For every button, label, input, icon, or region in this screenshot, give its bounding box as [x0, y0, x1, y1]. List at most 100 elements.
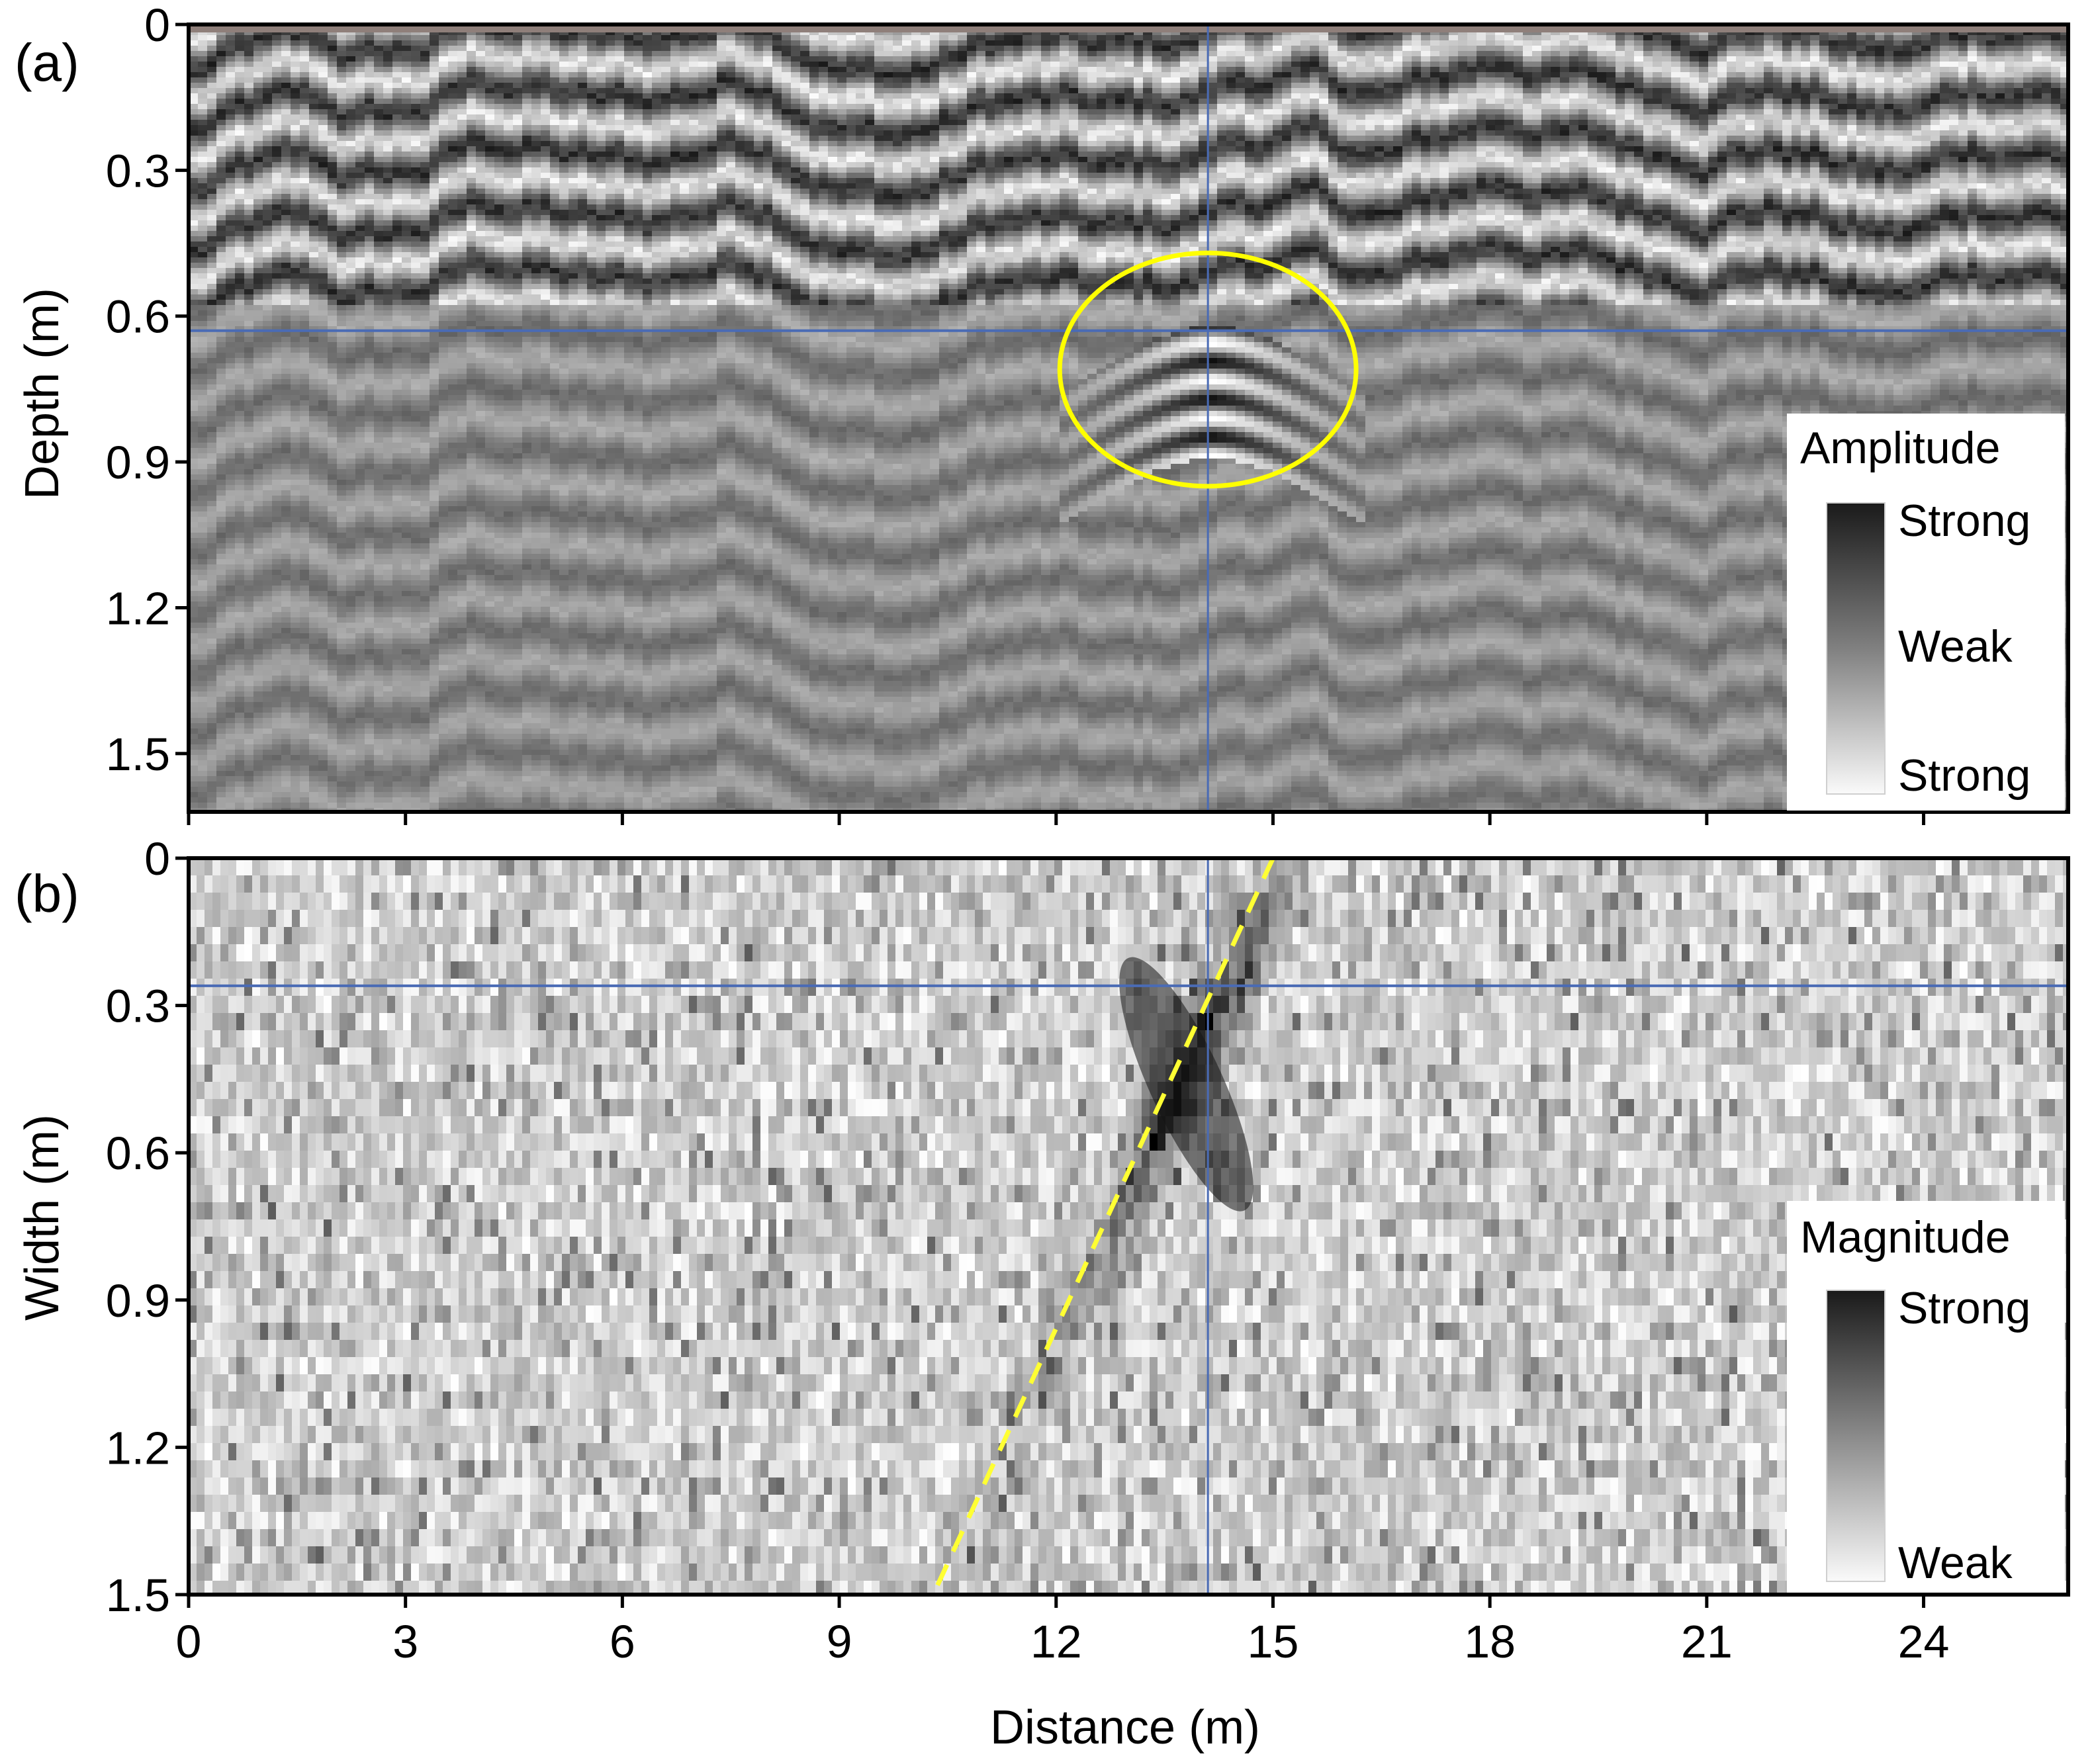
radargram-cell	[652, 51, 662, 57]
radargram-cell	[707, 51, 717, 57]
radargram-cell	[291, 35, 300, 41]
radargram-cell	[1106, 56, 1116, 62]
radargram-cell	[1690, 51, 1700, 57]
radargram-cell	[1514, 46, 1524, 52]
radargram-cell	[1412, 40, 1422, 46]
radargram-cell	[522, 51, 532, 57]
radargram-cell	[1217, 56, 1227, 62]
radargram-cell	[457, 40, 467, 46]
radargram-cell	[1792, 56, 1801, 62]
radargram-cell	[939, 40, 949, 46]
radargram-cell	[1754, 40, 1764, 46]
radargram-cell	[1671, 56, 1681, 62]
radargram-cell	[263, 46, 273, 52]
radargram-cell	[745, 46, 754, 52]
radargram-cell	[1569, 40, 1579, 46]
radargram-cell	[1106, 46, 1116, 52]
radargram-cell	[253, 46, 263, 52]
radargram-cell	[485, 46, 495, 52]
radargram-cell	[1023, 46, 1032, 52]
radargram-cell	[467, 40, 477, 46]
radargram-cell	[606, 51, 615, 57]
radargram-cell	[1208, 35, 1218, 41]
radargram-cell	[1968, 40, 1978, 46]
radargram-cell	[1690, 40, 1700, 46]
radargram-cell	[1634, 46, 1644, 52]
radargram-cell	[1792, 35, 1801, 41]
radargram-cell	[1597, 46, 1607, 52]
radargram-cell	[1263, 56, 1273, 62]
radargram-cell	[1662, 56, 1672, 62]
radargram-cell	[587, 51, 597, 57]
radargram-cell	[1208, 46, 1218, 52]
radargram-cell	[1319, 51, 1329, 57]
radargram-cell	[513, 46, 523, 52]
radargram-cell	[1634, 40, 1644, 46]
radargram-cell	[216, 51, 226, 57]
radargram-cell	[559, 40, 569, 46]
radargram-cell	[1745, 40, 1755, 46]
radargram-cell	[346, 35, 356, 41]
radargram-cell	[467, 35, 477, 41]
radargram-cell	[717, 51, 727, 57]
radargram-cell	[1023, 35, 1032, 41]
radargram-cell	[1680, 51, 1690, 57]
radargram-cell	[1449, 35, 1459, 41]
radargram-cell	[291, 46, 300, 52]
radargram-cell	[1903, 46, 1913, 52]
radargram-cell	[263, 35, 273, 41]
radargram-cell	[2042, 46, 2052, 52]
radargram-cell	[606, 46, 615, 52]
radargram-cell	[1754, 46, 1764, 52]
radargram-cell	[1300, 40, 1310, 46]
radargram-cell	[1569, 51, 1579, 57]
radargram-cell	[2014, 56, 2024, 62]
radargram-cell	[1588, 51, 1598, 57]
radargram-cell	[1690, 35, 1700, 41]
radargram-cell	[745, 35, 754, 41]
radargram-cell	[1189, 51, 1199, 57]
radargram-cell	[2042, 51, 2052, 57]
radargram-cell	[1717, 40, 1727, 46]
radargram-cell	[874, 56, 884, 62]
radargram-cell	[1060, 51, 1070, 57]
radargram-cell	[550, 35, 560, 41]
radargram-cell	[226, 40, 236, 46]
radargram-cell	[1884, 35, 1894, 41]
radargram-cell	[884, 35, 893, 41]
radargram-cell	[1208, 40, 1218, 46]
radargram-cell	[1810, 46, 1820, 52]
radargram-cell	[1541, 40, 1551, 46]
radargram-cell	[1597, 56, 1607, 62]
radargram-cell	[281, 56, 291, 62]
radargram-cell	[921, 56, 931, 62]
radargram-cell	[216, 35, 226, 41]
radargram-cell	[958, 46, 968, 52]
radargram-cell	[263, 51, 273, 57]
radargram-cell	[1384, 56, 1394, 62]
panel-a: 00.30.60.91.21.5 (a) Depth (m) Amplitude…	[15, 0, 2070, 825]
radargram-cell	[1560, 51, 1570, 57]
radargram-cell	[735, 40, 745, 46]
radargram-cell	[457, 51, 467, 57]
radargram-cell	[1504, 40, 1514, 46]
radargram-cell	[328, 62, 338, 67]
radargram-cell	[411, 51, 421, 57]
radargram-cell	[911, 51, 921, 57]
radargram-cell	[1514, 35, 1524, 41]
radargram-cell	[1439, 40, 1449, 46]
radargram-cell	[1986, 46, 1996, 52]
radargram-cell	[1968, 35, 1978, 41]
radargram-cell	[606, 56, 615, 62]
radargram-cell	[1060, 40, 1070, 46]
radargram-cell	[1375, 40, 1385, 46]
radargram-cell	[448, 35, 458, 41]
radargram-cell	[1773, 46, 1783, 52]
radargram-cell	[1291, 56, 1301, 62]
radargram-cell	[707, 46, 717, 52]
radargram-cell	[226, 56, 236, 62]
radargram-cell	[1551, 56, 1561, 62]
radargram-cell	[1087, 35, 1097, 41]
radargram-cell	[1458, 51, 1468, 57]
radargram-cell	[300, 62, 310, 67]
